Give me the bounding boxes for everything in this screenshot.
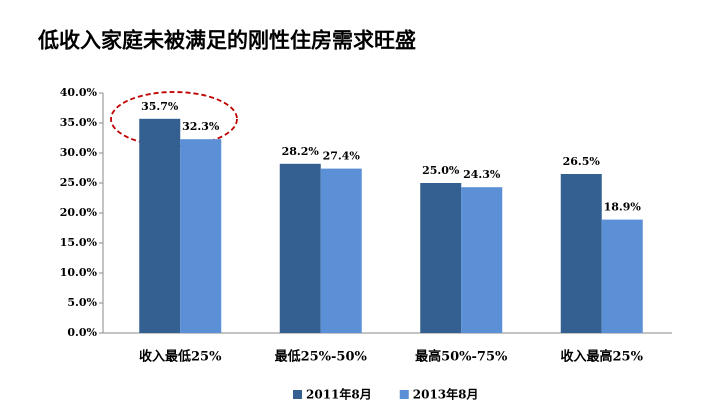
value-label: 28.2% <box>282 145 320 158</box>
x-tick-label: 最低25%-50% <box>275 349 368 365</box>
x-tick-label: 最高50%-75% <box>415 349 508 365</box>
y-tick-label: 35.0% <box>60 116 98 129</box>
value-label: 35.7% <box>141 100 179 113</box>
y-tick-label: 20.0% <box>60 206 98 219</box>
x-tick-label: 收入最低25% <box>139 349 222 365</box>
bar <box>139 118 181 333</box>
legend-swatch <box>399 390 409 399</box>
legend-label: 2013年8月 <box>413 387 479 402</box>
y-tick-label: 0.0% <box>67 326 97 339</box>
chart-title: 低收入家庭未被满足的刚性住房需求旺盛 <box>37 28 416 53</box>
value-label: 18.9% <box>604 201 642 214</box>
value-label: 24.3% <box>463 168 501 181</box>
y-tick-label: 30.0% <box>60 146 98 159</box>
legend-swatch <box>293 390 302 399</box>
y-tick-label: 40.0% <box>60 86 98 99</box>
y-tick-label: 10.0% <box>60 266 98 279</box>
y-tick-label: 5.0% <box>67 296 97 309</box>
value-label: 27.4% <box>323 150 361 163</box>
value-label: 26.5% <box>563 155 601 168</box>
x-tick-label: 收入最高25% <box>561 349 644 365</box>
value-label: 32.3% <box>182 120 220 133</box>
bar <box>461 187 503 333</box>
bar <box>601 219 643 333</box>
value-label: 25.0% <box>422 164 460 177</box>
bar <box>420 183 462 333</box>
bar <box>279 163 321 333</box>
bar <box>560 174 602 333</box>
bar <box>180 139 222 333</box>
legend-label: 2011年8月 <box>306 387 372 402</box>
y-tick-label: 15.0% <box>60 236 98 249</box>
y-tick-label: 25.0% <box>60 176 98 189</box>
bar <box>320 168 362 333</box>
